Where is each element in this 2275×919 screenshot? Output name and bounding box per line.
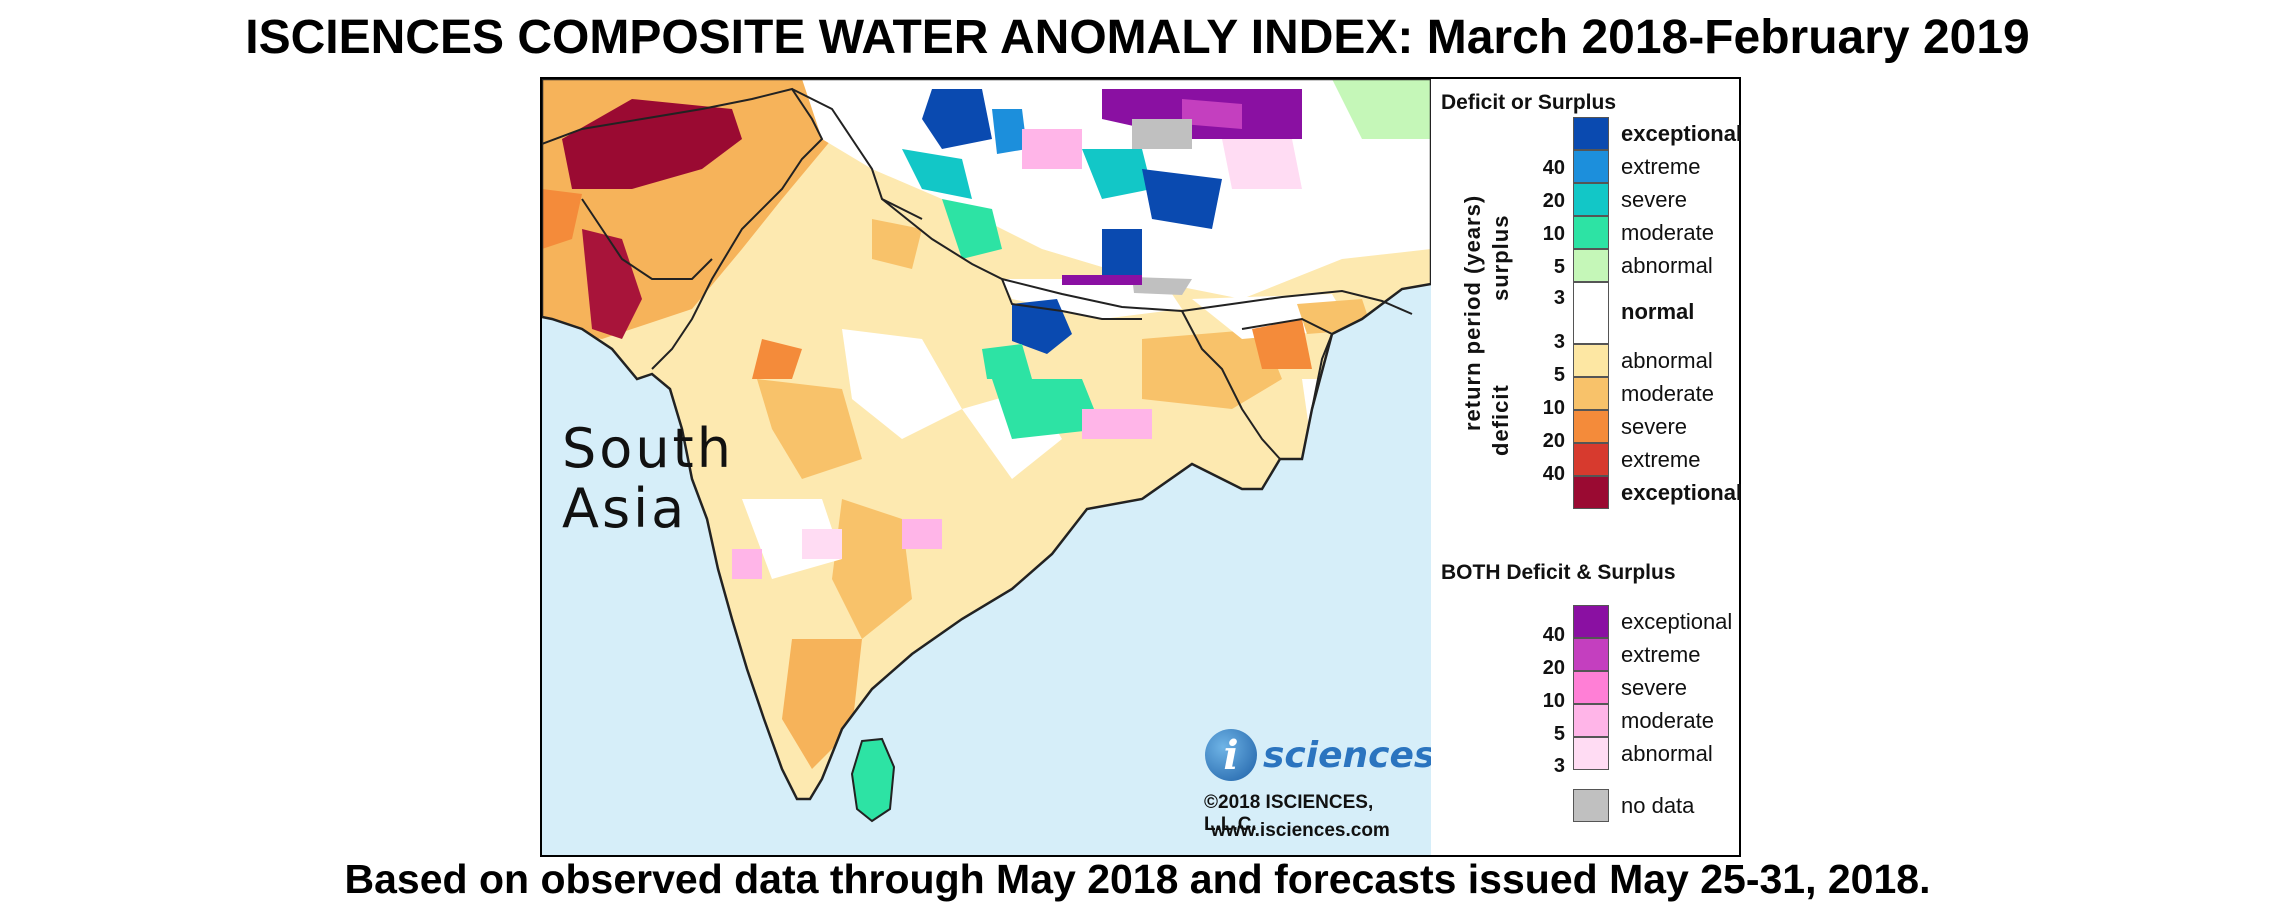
label-deficit-extreme: extreme — [1621, 447, 1701, 472]
swatch-surplus-extreme — [1573, 150, 1609, 183]
swatch-deficit-extreme — [1573, 443, 1609, 476]
anomaly-map: South Asia i sciences ©2018 ISCIENCES, L… — [542, 79, 1431, 855]
logo-text: sciences — [1263, 734, 1431, 776]
website-link[interactable]: www.isciences.com — [1211, 820, 1390, 841]
tick-both-40: 40 — [1542, 624, 1565, 646]
label-both-moderate: moderate — [1621, 708, 1714, 733]
swatch-surplus-severe — [1573, 183, 1609, 216]
label-both-extreme: extreme — [1621, 642, 1701, 667]
swatch-both-abnormal — [1573, 737, 1609, 770]
label-surplus-abnormal: abnormal — [1621, 253, 1713, 278]
legend-surplus-label: surplus — [1488, 214, 1513, 301]
label-surplus-exceptional: exceptional — [1621, 121, 1743, 146]
label-both-severe: severe — [1621, 675, 1688, 700]
label-surplus-severe: severe — [1621, 187, 1688, 212]
label-both-exceptional: exceptional — [1621, 609, 1733, 634]
swatch-surplus-moderate — [1573, 216, 1609, 249]
legend-heading-both: BOTH Deficit & Surplus — [1441, 561, 1676, 584]
swatch-both-exceptional — [1573, 605, 1609, 638]
swatch-normal — [1573, 282, 1609, 344]
tick-deficit-10: 10 — [1542, 397, 1565, 419]
swatch-no-data — [1573, 789, 1609, 822]
label-surplus-extreme: extreme — [1621, 154, 1701, 179]
tick-surplus-40: 40 — [1542, 157, 1565, 179]
region-label-asia: Asia — [562, 477, 688, 540]
tick-both-20: 20 — [1542, 657, 1565, 679]
map-title: ISCIENCES COMPOSITE WATER ANOMALY INDEX:… — [245, 11, 2030, 64]
isciences-logo: i sciences — [1205, 727, 1431, 783]
map-canvas — [542, 79, 1431, 823]
logo-i-icon: i — [1205, 729, 1257, 781]
swatch-deficit-abnormal — [1573, 344, 1609, 377]
tick-surplus-20: 20 — [1542, 190, 1565, 212]
swatch-surplus-exceptional — [1573, 117, 1609, 150]
footer-note: Based on observed data through May 2018 … — [344, 856, 1931, 902]
tick-both-5: 5 — [1553, 723, 1565, 745]
tick-surplus-10: 10 — [1542, 223, 1565, 245]
tick-both-3: 3 — [1553, 755, 1565, 777]
label-normal: normal — [1621, 299, 1695, 324]
tick-surplus-3: 3 — [1553, 287, 1565, 309]
swatch-both-severe — [1573, 671, 1609, 704]
copyright-notice: ©2018 ISCIENCES, L.L.C. — [1204, 792, 1374, 835]
label-deficit-severe: severe — [1621, 414, 1688, 439]
tick-both-10: 10 — [1542, 690, 1565, 712]
swatch-both-extreme — [1573, 638, 1609, 671]
legend-axis-label: return period (years) — [1460, 194, 1485, 431]
label-deficit-abnormal: abnormal — [1621, 348, 1713, 373]
region-label-south: South — [562, 417, 734, 480]
label-deficit-moderate: moderate — [1621, 381, 1714, 406]
label-no-data: no data — [1621, 793, 1695, 818]
label-deficit-exceptional: exceptional — [1621, 480, 1743, 505]
tick-deficit-3: 3 — [1553, 331, 1565, 353]
swatch-both-moderate — [1573, 704, 1609, 737]
label-both-abnormal: abnormal — [1621, 741, 1713, 766]
tick-deficit-40: 40 — [1542, 463, 1565, 485]
swatch-deficit-moderate — [1573, 377, 1609, 410]
legend-heading-deficit-surplus: Deficit or Surplus — [1441, 91, 1617, 114]
label-surplus-moderate: moderate — [1621, 220, 1714, 245]
swatch-surplus-abnormal — [1573, 249, 1609, 282]
tick-surplus-5: 5 — [1553, 256, 1565, 278]
swatch-deficit-exceptional — [1573, 476, 1609, 509]
swatch-deficit-severe — [1573, 410, 1609, 443]
legend-deficit-label: deficit — [1488, 384, 1513, 456]
legend: Deficit or Surplus return period (years)… — [1431, 79, 1743, 855]
tick-deficit-20: 20 — [1542, 430, 1565, 452]
map-frame: South Asia i sciences ©2018 ISCIENCES, L… — [540, 77, 1743, 857]
tick-deficit-5: 5 — [1553, 364, 1565, 386]
